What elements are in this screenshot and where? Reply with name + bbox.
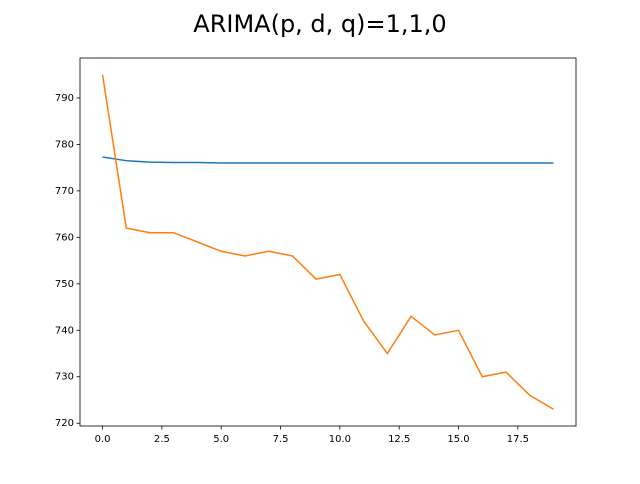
y-tick-label: 790 bbox=[55, 93, 74, 104]
y-tick-label: 770 bbox=[55, 186, 74, 197]
axes-frame bbox=[79, 57, 577, 427]
y-tick-label: 760 bbox=[55, 232, 74, 243]
y-tick-label: 780 bbox=[55, 139, 74, 150]
x-tick-label: 0.0 bbox=[95, 434, 111, 445]
line-series bbox=[102, 156, 554, 164]
x-tick-label: 12.5 bbox=[388, 434, 410, 445]
x-tick-label: 5.0 bbox=[213, 434, 229, 445]
x-tick-label: 17.5 bbox=[507, 434, 529, 445]
x-tick-label: 10.0 bbox=[329, 434, 351, 445]
x-tick-label: 2.5 bbox=[154, 434, 170, 445]
y-tick-label: 750 bbox=[55, 279, 74, 290]
y-tick-label: 720 bbox=[55, 418, 74, 429]
x-tick-label: 15.0 bbox=[447, 434, 469, 445]
x-tick-label: 7.5 bbox=[273, 434, 289, 445]
y-tick-label: 740 bbox=[55, 325, 74, 336]
chart-title: ARIMA(p, d, q)=1,1,0 bbox=[193, 10, 446, 38]
y-tick-label: 730 bbox=[55, 372, 74, 383]
line-series bbox=[101, 74, 554, 410]
